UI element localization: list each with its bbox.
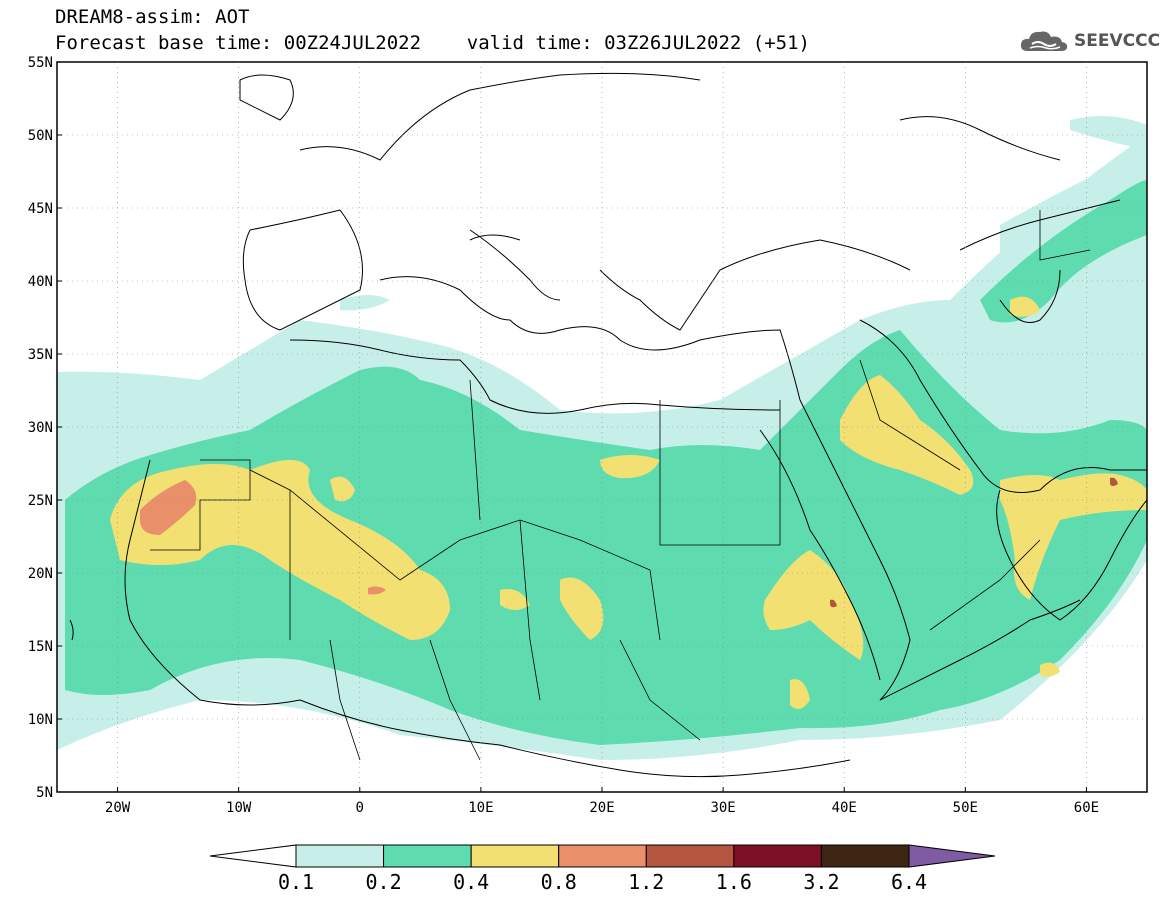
colorbar-label: 0.8: [540, 870, 577, 894]
lon-label: 10W: [226, 800, 252, 816]
lat-label: 25N: [28, 493, 53, 509]
colorbar-label: 3.2: [803, 870, 840, 894]
logo-text: SEEVCCC: [1074, 31, 1161, 51]
map-title: DREAM8-assim: AOT: [55, 6, 250, 28]
lat-label: 20N: [28, 566, 53, 582]
lat-label: 5N: [36, 785, 53, 801]
country-borders: [150, 210, 1091, 761]
forecast-times: Forecast base time: 00Z24JUL2022 valid t…: [55, 32, 810, 54]
colorbar: [209, 844, 996, 868]
lon-label: 20W: [105, 800, 131, 816]
lon-label: 60E: [1074, 800, 1099, 816]
lat-label: 50N: [28, 128, 53, 144]
aot-1.2-field: [830, 477, 1118, 608]
lon-label: 0: [356, 800, 364, 816]
colorbar-box: [820, 844, 910, 868]
graticule: [57, 62, 1147, 792]
lon-label: 40E: [832, 800, 857, 816]
colorbar-label: 0.4: [453, 870, 490, 894]
longitude-labels: 20W 10W 0 10E 20E 30E 40E 50E 60E: [105, 787, 1099, 816]
colorbar-box: [470, 844, 560, 868]
lat-label: 30N: [28, 420, 53, 436]
lat-label: 35N: [28, 347, 53, 363]
lon-label: 50E: [953, 800, 978, 816]
colorbar-high-triangle: [908, 844, 996, 868]
colorbar-box: [733, 844, 822, 868]
lat-label: 40N: [28, 274, 53, 290]
colorbar-box: [383, 844, 472, 868]
colorbar-label: 1.2: [628, 870, 665, 894]
colorbar-label: 0.2: [365, 870, 402, 894]
colorbar-low-triangle: [209, 844, 297, 868]
lon-label: 20E: [589, 800, 614, 816]
lat-label: 45N: [28, 201, 53, 217]
seevccc-logo: SEEVCCC: [1018, 26, 1160, 56]
colorbar-box: [558, 844, 647, 868]
cloud-icon: [1020, 31, 1068, 51]
latitude-labels: 55N 50N 45N 40N 35N 30N 25N 20N 15N 10N 5N: [28, 55, 62, 801]
colorbar-label: 1.6: [715, 870, 752, 894]
colorbar-label: 0.1: [277, 870, 315, 894]
coastlines: [69, 72, 1147, 778]
colorbar-box: [645, 844, 735, 868]
colorbar-box: [295, 844, 385, 868]
lon-label: 30E: [710, 800, 735, 816]
lon-label: 10E: [468, 800, 493, 816]
colorbar-label: 6.4: [890, 870, 928, 894]
aot-0.8-field: [140, 480, 386, 595]
lat-label: 55N: [28, 55, 53, 71]
lat-label: 15N: [28, 639, 53, 655]
lat-label: 10N: [28, 712, 53, 728]
colorbar-labels: 0.1 0.2 0.4 0.8 1.2 1.6 3.2 6.4: [0, 870, 1165, 900]
